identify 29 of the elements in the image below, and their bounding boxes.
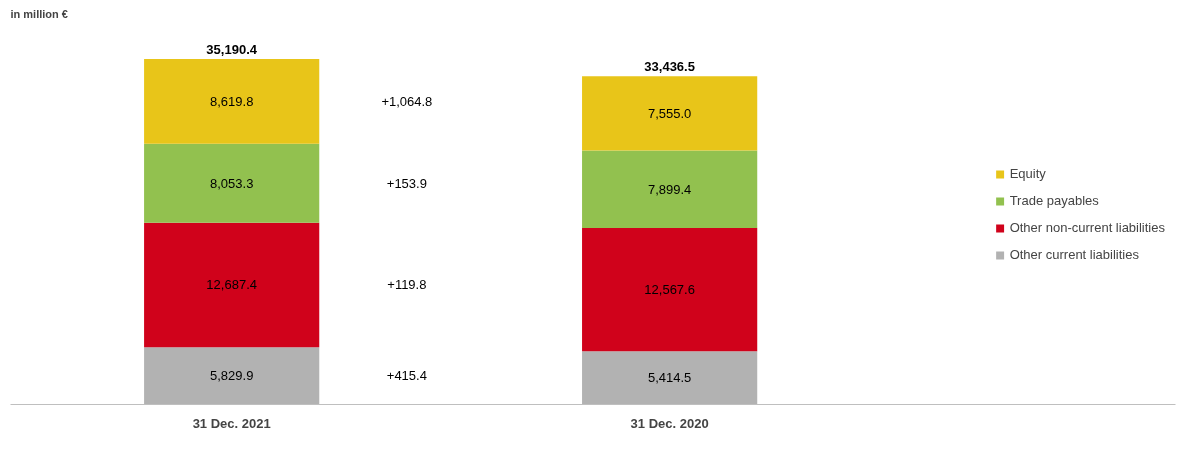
annotation: +1,064.8 <box>381 93 433 109</box>
y-axis-title: in million € <box>10 7 68 20</box>
x-tick-label: 31 Dec. 2020 <box>630 415 709 431</box>
legend-label: Other current liabilities <box>1009 247 1139 262</box>
data-label: 12,567.6 <box>644 282 695 298</box>
data-label: 12,687.4 <box>206 277 257 293</box>
bar <box>144 59 320 144</box>
data-label: 5,414.5 <box>647 370 692 386</box>
legend-label: Trade payables <box>1009 193 1099 208</box>
annotation: +119.8 <box>387 277 427 293</box>
total-label: 35,190.4 <box>206 41 258 57</box>
x-tick-label: 31 Dec. 2021 <box>192 415 271 431</box>
annotation: +153.9 <box>386 175 427 191</box>
bar <box>144 143 320 223</box>
bar <box>144 347 320 405</box>
data-label: 7,555.0 <box>647 105 692 121</box>
data-label: 5,829.9 <box>209 368 254 384</box>
bar <box>144 222 320 348</box>
data-label: 7,899.4 <box>647 181 692 197</box>
bar <box>582 227 758 352</box>
total-label: 33,436.5 <box>644 59 695 75</box>
bar <box>582 76 758 151</box>
data-label: 8,619.8 <box>209 93 254 109</box>
bar <box>582 351 758 405</box>
data-label: 8,053.3 <box>209 175 254 191</box>
bar <box>582 150 758 228</box>
legend-label: Equity <box>1009 166 1046 181</box>
annotation: +415.4 <box>386 368 427 384</box>
legend-label: Other non-current liabilities <box>1009 220 1165 235</box>
